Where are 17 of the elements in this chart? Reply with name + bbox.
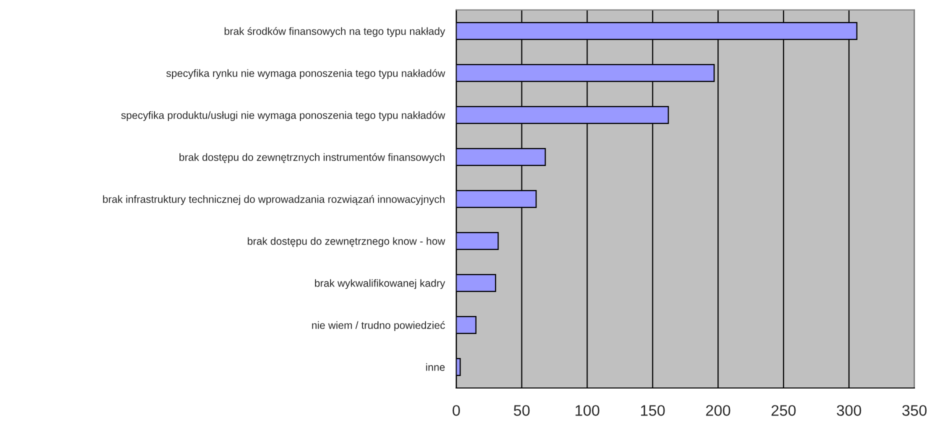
y-tick-label: brak dostępu do zewnętrznych instrumentów finansowych — [180, 153, 445, 163]
x-tick-label: 0 — [452, 405, 460, 416]
x-tick-label: 100 — [576, 405, 600, 416]
y-tick-label: brak środków finansowych na tego typu nakłady — [224, 27, 446, 37]
y-tick-label: brak infrastruktury technicznej do wprowadzania rozwiązań innowacyjnych — [103, 195, 445, 205]
x-tick-label: 300 — [836, 405, 862, 416]
y-tick-label: brak wykwalifikowanej kadry — [315, 279, 446, 289]
x-tick-label: 200 — [706, 405, 730, 416]
x-tick-label: 150 — [641, 405, 665, 416]
y-tick-label: specyfika rynku nie wymaga ponoszenia tego typu nakładów — [166, 69, 446, 79]
x-tick-label: 350 — [902, 405, 927, 416]
y-tick-label: inne — [426, 363, 445, 371]
y-tick-label: brak dostępu do zewnętrznego know - how — [248, 237, 446, 247]
x-tick-label: 250 — [772, 405, 796, 416]
x-tick-label: 50 — [514, 405, 530, 416]
y-tick-label: nie wiem / trudno powiedzieć — [312, 321, 445, 331]
y-tick-label: specyfika produktu/usługi nie wymaga ponoszenia tego typu nakładów — [121, 111, 446, 121]
